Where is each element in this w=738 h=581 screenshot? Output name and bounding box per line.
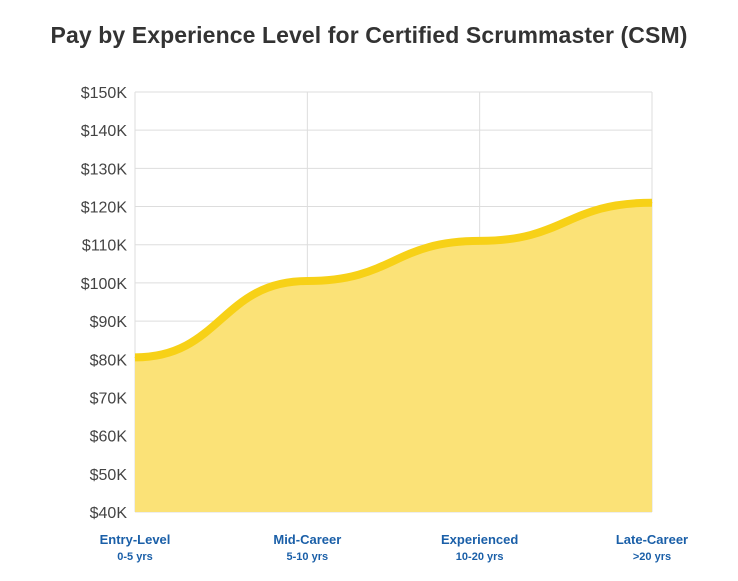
y-tick-label: $50K [90,467,128,484]
x-tick-label: Late-Career [616,532,688,547]
y-tick-label: $60K [90,429,128,446]
y-tick-label: $100K [81,276,128,293]
series-line-path [134,198,653,362]
data-point [479,240,481,242]
y-tick-label: $80K [90,352,128,369]
x-axis-ticks: Entry-Level 0-5 yrs Mid-Career 5-10 yrs Expe… [100,532,689,563]
y-tick-label: $90K [90,314,128,331]
series-area [135,202,652,512]
y-tick-label: $110K [82,238,127,255]
x-tick-sublabel: >20 yrs [633,551,671,563]
y-tick-label: $130K [81,161,128,178]
x-tick-sublabel: 0-5 yrs [117,551,152,563]
data-point [134,356,136,358]
x-tick-sublabel: 5-10 yrs [287,551,329,563]
x-tick-label: Entry-Level [100,532,171,547]
x-tick-label: Mid-Career [273,532,341,547]
data-point [651,202,653,204]
y-tick-label: $150K [81,85,128,102]
area-fill [135,202,652,512]
y-tick-label: $40K [90,505,128,522]
x-tick-sublabel: 10-20 yrs [456,551,504,563]
y-axis-ticks: $40K $50K $60K $70K $80K $90K $100K $110K $120K $… [81,85,128,522]
y-tick-label: $120K [81,200,128,217]
series-line [134,198,653,362]
data-point [306,280,308,282]
y-tick-label: $140K [81,123,128,140]
x-tick-label: Experienced [441,532,518,547]
chart-title: Pay by Experience Level for Certified Sc… [50,22,688,48]
y-tick-label: $70K [90,390,128,407]
